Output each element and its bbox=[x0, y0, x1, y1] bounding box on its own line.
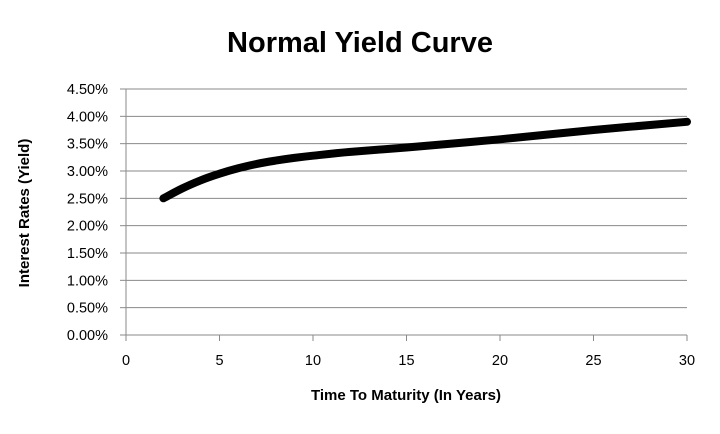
y-tick-label: 0.50% bbox=[67, 301, 108, 317]
y-tick-label: 2.50% bbox=[67, 191, 108, 207]
x-axis-title: Time To Maturity (In Years) bbox=[311, 387, 501, 404]
y-axis-title: Interest Rates (Yield) bbox=[16, 139, 33, 288]
x-tick-label: 15 bbox=[398, 353, 414, 369]
y-tick-label: 1.00% bbox=[67, 273, 108, 289]
x-tick-label: 30 bbox=[679, 353, 695, 369]
y-tick-label: 2.00% bbox=[67, 219, 108, 235]
x-tick-label: 5 bbox=[215, 353, 223, 369]
chart-title: Normal Yield Curve bbox=[227, 27, 493, 59]
y-tick-label: 4.00% bbox=[67, 109, 108, 125]
y-tick-label: 3.50% bbox=[67, 137, 108, 153]
x-tick-label: 0 bbox=[122, 353, 130, 369]
y-tick-label: 1.50% bbox=[67, 246, 108, 262]
x-tick-label: 20 bbox=[492, 353, 508, 369]
yield-curve-line bbox=[159, 117, 691, 203]
y-tick-label: 4.50% bbox=[67, 82, 108, 98]
y-tick-label: 0.00% bbox=[67, 328, 108, 344]
axes bbox=[120, 88, 688, 341]
x-tick-label: 25 bbox=[585, 353, 601, 369]
series-layer bbox=[159, 117, 691, 203]
x-tick-label: 10 bbox=[305, 353, 321, 369]
grid-lines bbox=[126, 88, 687, 309]
y-tick-labels: 0.00% 0.50% 1.00% 1.50% 2.00% 2.50% 3.00% 3.50%… bbox=[67, 82, 108, 344]
y-tick-label: 3.00% bbox=[67, 164, 108, 180]
x-tick-labels: 0 5 10 15 20 25 30 bbox=[122, 353, 695, 369]
